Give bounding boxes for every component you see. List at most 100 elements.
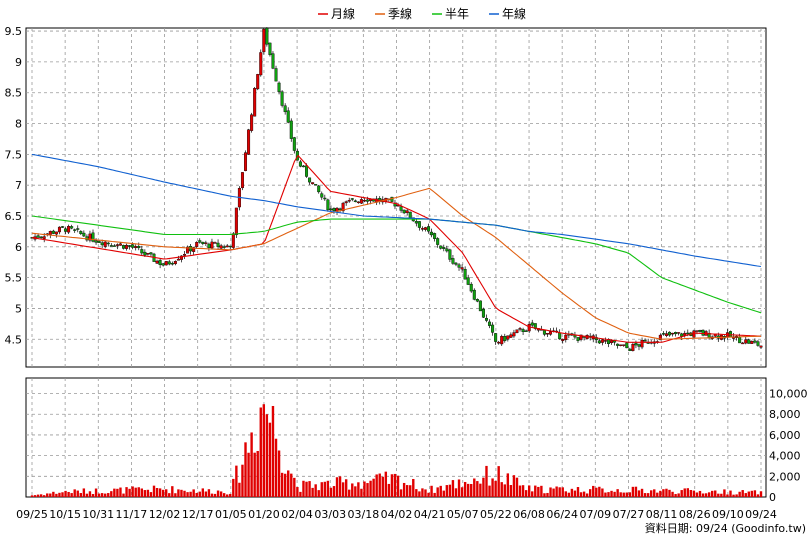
- candle-body: [579, 334, 583, 340]
- candle-body: [625, 342, 629, 349]
- candle-body: [320, 193, 324, 198]
- candle-body: [274, 68, 278, 82]
- candle-body: [664, 333, 668, 336]
- candle-body: [112, 245, 116, 247]
- candle-body: [323, 197, 327, 200]
- volume-bar: [448, 484, 452, 497]
- volume-bar: [515, 477, 519, 497]
- candle-body: [298, 161, 302, 167]
- candle-body: [219, 245, 223, 249]
- volume-tick-label: 6,000: [769, 429, 801, 442]
- candle-body: [36, 235, 40, 238]
- candlesticks: [30, 27, 763, 352]
- volume-bar: [476, 481, 479, 497]
- candle-body: [628, 348, 632, 352]
- candle-body: [247, 129, 251, 155]
- candle-body: [164, 261, 168, 266]
- legend-label-0: 月線: [331, 6, 355, 21]
- volume-bar: [67, 491, 70, 497]
- ma-line-ma_quarter: [31, 187, 762, 340]
- volume-bar: [128, 488, 131, 497]
- candle-body: [146, 252, 150, 255]
- volume-bar: [427, 492, 430, 497]
- candle-body: [643, 340, 647, 342]
- candle-body: [442, 247, 446, 249]
- volume-bar: [619, 492, 622, 497]
- volume-bar: [714, 490, 717, 497]
- volume-bar: [430, 485, 433, 497]
- volume-bar: [512, 475, 516, 497]
- volume-bar: [79, 493, 83, 497]
- candle-body: [631, 344, 635, 351]
- candle-body: [436, 238, 440, 245]
- candle-body: [457, 264, 461, 268]
- volume-bar: [546, 492, 549, 497]
- date-tick-label: 06/24: [546, 508, 578, 521]
- candle-body: [747, 339, 751, 344]
- candle-body: [308, 177, 312, 183]
- candle-body: [48, 230, 52, 235]
- volume-bar: [250, 432, 253, 497]
- volume-bar: [119, 487, 122, 497]
- candle-body: [475, 299, 479, 302]
- candle-body: [616, 343, 620, 346]
- volume-bar: [710, 490, 714, 497]
- candle-body: [759, 345, 763, 348]
- volume-bar: [622, 492, 625, 497]
- candle-body: [469, 283, 473, 292]
- volume-bar: [91, 494, 95, 497]
- candle-body: [305, 165, 309, 177]
- candle-body: [51, 230, 55, 234]
- candle-body: [262, 28, 266, 53]
- volume-bar: [707, 492, 711, 497]
- candle-body: [347, 200, 351, 202]
- volume-bar: [238, 482, 241, 497]
- candle-body: [179, 255, 183, 260]
- volume-bar: [378, 473, 381, 497]
- volume-bar: [485, 465, 488, 497]
- volume-bar: [219, 491, 223, 497]
- volume-bar: [198, 491, 201, 497]
- volume-bar: [369, 480, 372, 497]
- volume-bar: [683, 488, 686, 497]
- volume-bar: [280, 472, 284, 497]
- date-tick-label: 04/02: [381, 508, 413, 521]
- volume-bar: [82, 488, 86, 497]
- volume-bar: [524, 490, 528, 497]
- candle-body: [228, 245, 232, 248]
- volume-bar: [534, 485, 537, 497]
- volume-bar: [58, 492, 61, 497]
- date-tick-label: 10/15: [49, 508, 81, 521]
- candle-body: [216, 242, 220, 247]
- volume-bar: [631, 486, 635, 497]
- volume-bar: [146, 489, 150, 497]
- moving-averages: [31, 153, 762, 343]
- candle-body: [326, 199, 330, 211]
- volume-bar: [268, 422, 272, 497]
- date-tick-label: 08/11: [646, 508, 678, 521]
- volume-bar: [320, 482, 323, 497]
- volume-bar: [570, 488, 574, 497]
- legend: 月線 季線 半年 年線: [318, 6, 526, 21]
- volume-bar: [259, 407, 262, 497]
- price-tick-label: 7.5: [5, 148, 23, 161]
- candle-body: [186, 246, 190, 254]
- candle-body: [472, 289, 476, 300]
- candle-body: [332, 208, 336, 212]
- candle-body: [561, 338, 565, 341]
- candle-body: [509, 334, 513, 338]
- volume-bar: [253, 452, 256, 497]
- candle-body: [143, 251, 147, 256]
- volume-bar: [674, 494, 677, 497]
- candle-body: [88, 233, 92, 241]
- candle-body: [198, 240, 202, 243]
- volume-bar: [399, 489, 403, 497]
- candle-body: [427, 226, 431, 232]
- volume-bar: [36, 494, 40, 497]
- volume-bar: [598, 486, 601, 497]
- volume-bar: [165, 489, 168, 497]
- candle-body: [506, 335, 510, 340]
- volume-bar: [701, 493, 705, 497]
- date-tick-label: 05/07: [447, 508, 479, 521]
- candle-body: [289, 120, 293, 139]
